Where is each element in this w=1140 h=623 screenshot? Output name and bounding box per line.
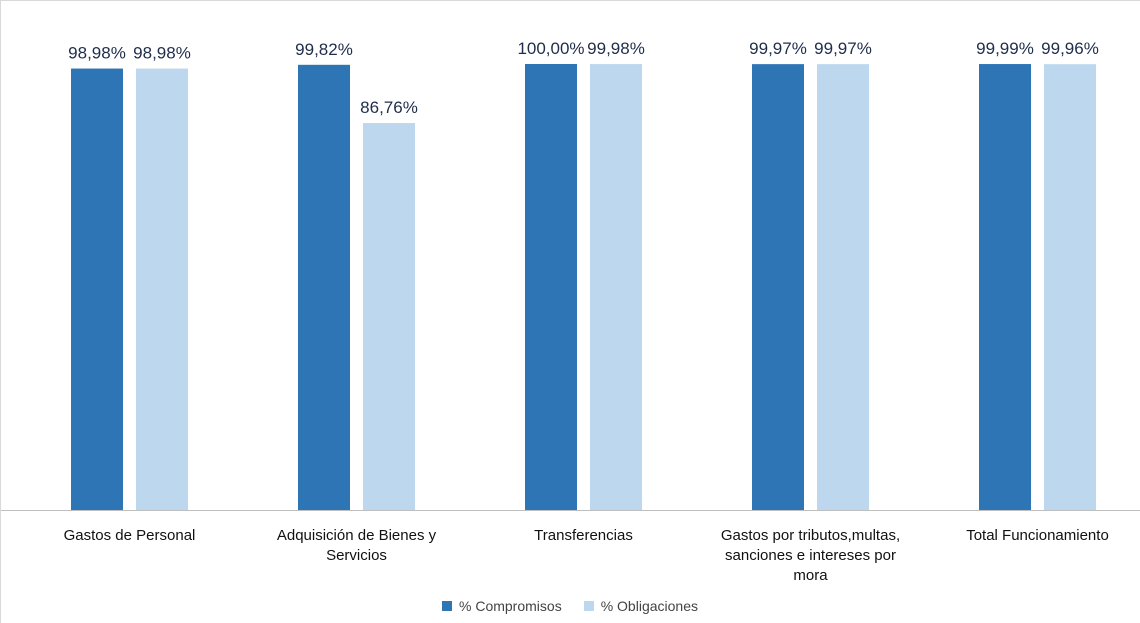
data-label-obligaciones-total-funcionamiento: 99,96% — [1041, 39, 1099, 58]
bar-compromisos-gastos-de-personal — [71, 68, 123, 511]
bar-obligaciones-transferencias — [590, 64, 642, 510]
category-label-line: mora — [793, 567, 828, 584]
category-label-transferencias: Transferencias — [534, 527, 633, 544]
category-label-gastos-por-tributos-multas-sanciones-e-intereses-por-mora: Gastos por tributos,multas, sanciones e i… — [721, 527, 900, 584]
bar-compromisos-transferencias — [525, 64, 577, 510]
bar-compromisos-gastos-por-tributos-multas-sanciones-e-intereses-por-mora — [752, 64, 804, 511]
bar-obligaciones-total-funcionamiento — [1044, 64, 1096, 510]
category-label-gastos-de-personal: Gastos de Personal — [64, 527, 196, 544]
legend: % Compromisos % Obligaciones — [0, 598, 1140, 614]
data-label-obligaciones-gastos-por-tributos-multas-sanciones-e-intereses-por-mora: 99,97% — [814, 39, 872, 58]
legend-swatch-obligaciones — [583, 601, 594, 611]
data-label-compromisos-adquisicion-de-bienes-y-servicios: 99,82% — [295, 40, 353, 59]
data-labels-group: 98,98% 98,98% 99,82% 86,76% 100,00% 99,98% 99,… — [68, 39, 1099, 117]
category-label-adquisicion-de-bienes-y-servicios: Adquisición de Bienes y Servicios — [277, 527, 437, 564]
category-label-line: Gastos de Personal — [64, 527, 196, 544]
legend-label-obligaciones: % Obligaciones — [600, 598, 698, 614]
category-label-line: Total Funcionamiento — [966, 527, 1109, 544]
bar-compromisos-adquisicion-de-bienes-y-servicios — [298, 64, 350, 511]
category-label-line: Transferencias — [534, 527, 633, 544]
bar-obligaciones-gastos-de-personal — [136, 68, 188, 511]
bar-compromisos-total-funcionamiento — [979, 64, 1031, 510]
legend-item-obligaciones: % Obligaciones — [583, 598, 698, 614]
category-label-total-funcionamiento: Total Funcionamiento — [966, 527, 1109, 544]
data-label-compromisos-transferencias: 100,00% — [517, 39, 584, 58]
category-label-line: sanciones e intereses por — [725, 547, 896, 564]
bars-group — [71, 64, 1096, 511]
data-label-compromisos-total-funcionamiento: 99,99% — [976, 39, 1034, 58]
category-label-line: Gastos por tributos,multas, — [721, 527, 900, 544]
bar-obligaciones-gastos-por-tributos-multas-sanciones-e-intereses-por-mora — [817, 64, 869, 511]
legend-label-compromisos: % Compromisos — [459, 598, 562, 614]
data-label-obligaciones-transferencias: 99,98% — [587, 39, 645, 58]
category-label-line: Servicios — [326, 547, 387, 564]
bar-obligaciones-adquisicion-de-bienes-y-servicios — [363, 123, 415, 510]
data-label-obligaciones-adquisicion-de-bienes-y-servicios: 86,76% — [360, 98, 418, 117]
data-label-obligaciones-gastos-de-personal: 98,98% — [133, 44, 191, 63]
data-label-compromisos-gastos-de-personal: 98,98% — [68, 44, 126, 63]
legend-swatch-compromisos — [442, 601, 452, 611]
category-labels-group: Gastos de Personal Adquisición de Bienes … — [64, 527, 1109, 584]
category-label-line: Adquisición de Bienes y — [277, 527, 437, 544]
legend-item-compromisos: % Compromisos — [442, 598, 562, 614]
data-label-compromisos-gastos-por-tributos-multas-sanciones-e-intereses-por-mora: 99,97% — [749, 39, 807, 58]
